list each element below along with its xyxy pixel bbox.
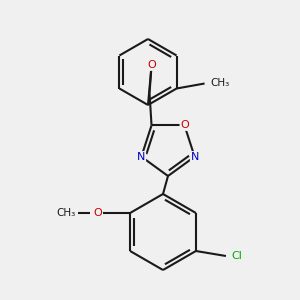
Text: Cl: Cl	[231, 251, 242, 261]
Text: N: N	[137, 152, 146, 162]
Text: CH₃: CH₃	[57, 208, 76, 218]
Text: O: O	[147, 60, 156, 70]
Text: N: N	[190, 152, 199, 162]
Text: O: O	[180, 120, 189, 130]
Text: O: O	[94, 208, 103, 218]
Text: CH₃: CH₃	[211, 79, 230, 88]
